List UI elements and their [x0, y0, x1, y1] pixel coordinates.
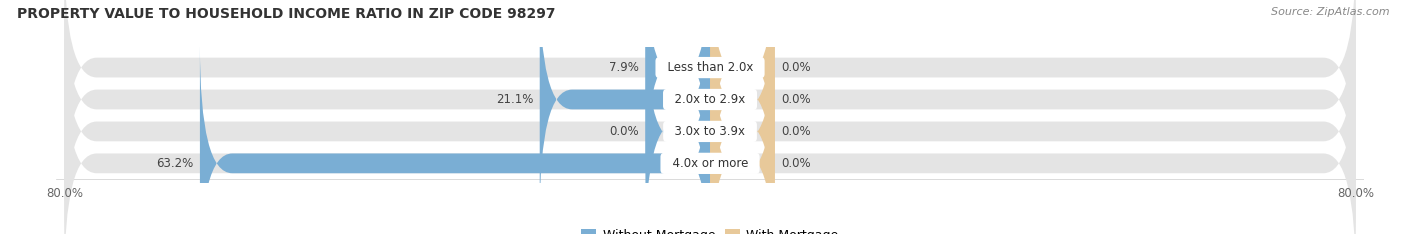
FancyBboxPatch shape	[710, 0, 775, 217]
Text: 63.2%: 63.2%	[156, 157, 194, 170]
Text: 3.0x to 3.9x: 3.0x to 3.9x	[668, 125, 752, 138]
Text: 0.0%: 0.0%	[782, 125, 811, 138]
Text: 0.0%: 0.0%	[782, 93, 811, 106]
FancyBboxPatch shape	[710, 14, 775, 234]
FancyBboxPatch shape	[710, 46, 775, 234]
Text: Source: ZipAtlas.com: Source: ZipAtlas.com	[1271, 7, 1389, 17]
FancyBboxPatch shape	[540, 0, 710, 217]
Text: 2.0x to 2.9x: 2.0x to 2.9x	[668, 93, 752, 106]
Text: 0.0%: 0.0%	[609, 125, 638, 138]
Text: 21.1%: 21.1%	[496, 93, 533, 106]
FancyBboxPatch shape	[65, 0, 1355, 185]
FancyBboxPatch shape	[200, 46, 710, 234]
Text: 7.9%: 7.9%	[609, 61, 638, 74]
Text: PROPERTY VALUE TO HOUSEHOLD INCOME RATIO IN ZIP CODE 98297: PROPERTY VALUE TO HOUSEHOLD INCOME RATIO…	[17, 7, 555, 21]
FancyBboxPatch shape	[65, 46, 1355, 234]
FancyBboxPatch shape	[710, 0, 775, 185]
FancyBboxPatch shape	[645, 14, 710, 234]
Text: Less than 2.0x: Less than 2.0x	[659, 61, 761, 74]
Legend: Without Mortgage, With Mortgage: Without Mortgage, With Mortgage	[576, 224, 844, 234]
FancyBboxPatch shape	[65, 0, 1355, 217]
Text: 0.0%: 0.0%	[782, 157, 811, 170]
FancyBboxPatch shape	[645, 0, 710, 185]
Text: 4.0x or more: 4.0x or more	[665, 157, 755, 170]
FancyBboxPatch shape	[65, 14, 1355, 234]
Text: 0.0%: 0.0%	[782, 61, 811, 74]
